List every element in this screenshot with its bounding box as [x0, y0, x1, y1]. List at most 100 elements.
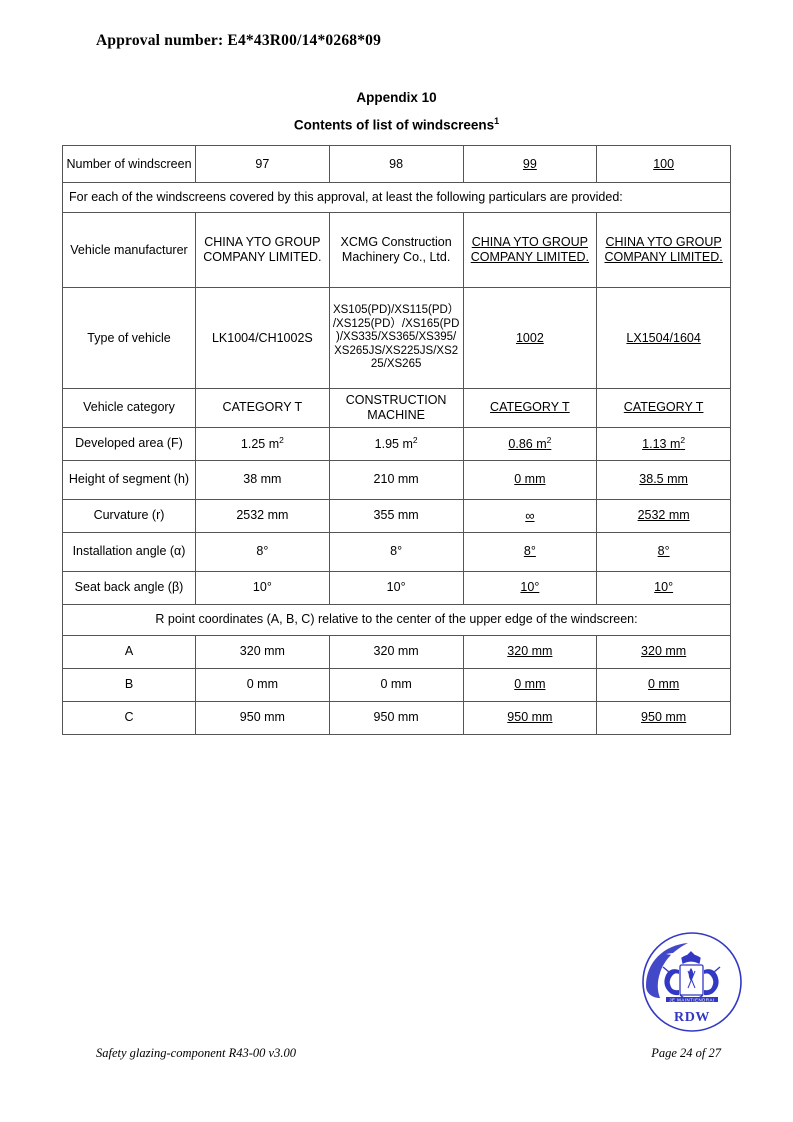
value: 2532 mm [637, 508, 690, 523]
table-row-note: For each of the windscreens covered by t… [62, 182, 731, 213]
cell-coordinate-a-98: 320 mm [328, 634, 464, 669]
windscreen-table: Number of windscreen 97 98 99 100 For ea… [62, 145, 731, 735]
page-title: Appendix 10 [356, 90, 437, 105]
cell-category-99: CATEGORY T [462, 388, 598, 428]
row-label-coordinate-c: C [62, 700, 196, 735]
cell-height-segment-98: 210 mm [328, 459, 464, 500]
cell-developed-area-99: 0.86 m2 [462, 426, 598, 461]
value: 8° [256, 544, 269, 559]
cell-manufacturer-97: CHINA YTO GROUP COMPANY LIMITED. [195, 212, 330, 288]
cell-installation-angle-100: 8° [596, 531, 731, 572]
value: CHINA YTO GROUP COMPANY LIMITED. [203, 235, 322, 264]
value: 1.95 m2 [374, 435, 418, 452]
row-label-height-segment: Height of segment (h) [62, 459, 196, 500]
cell-number-97: 97 [195, 145, 330, 183]
cell-type-98: XS105(PD)/XS115(PD）/XS125(PD）/XS165(PD)/… [328, 287, 464, 389]
cell-coordinate-b-98: 0 mm [328, 667, 464, 702]
value: 2532 mm [236, 508, 289, 523]
approval-number: Approval number: E4*43R00/14*0268*09 [96, 32, 382, 49]
value: 100 [653, 156, 675, 171]
cell-type-99: 1002 [462, 287, 598, 389]
cell-number-100: 100 [596, 145, 731, 183]
value: 1.13 m2 [642, 435, 686, 452]
cell-curvature-97: 2532 mm [195, 498, 330, 533]
value: CONSTRUCTION MACHINE [345, 393, 447, 422]
cell-coordinate-a-100: 320 mm [596, 634, 731, 669]
table-row-type: Type of vehicle LK1004/CH1002S XS105(PD)… [62, 287, 731, 389]
table-row-developed-area: Developed area (F) 1.25 m2 1.95 m2 0.86 … [62, 426, 731, 461]
value: CHINA YTO GROUP COMPANY LIMITED. [470, 235, 590, 264]
cell-curvature-98: 355 mm [328, 498, 464, 533]
cell-coordinate-a-97: 320 mm [195, 634, 330, 669]
table-row-installation-angle: Installation angle (α) 8° 8° 8° 8° [62, 531, 731, 572]
value: 1002 [515, 330, 544, 345]
value: 210 mm [373, 472, 419, 487]
value: XS105(PD)/XS115(PD）/XS125(PD）/XS165(PD)/… [332, 304, 460, 371]
value: 38.5 mm [639, 472, 688, 487]
table-row-coordinate-c: C 950 mm 950 mm 950 mm 950 mm [62, 700, 731, 735]
value: 8° [657, 544, 670, 559]
row-label-coordinate-a: A [62, 634, 196, 669]
cell-curvature-100: 2532 mm [596, 498, 731, 533]
value: 10° [520, 580, 540, 595]
value: 98 [389, 156, 404, 171]
value: 950 mm [373, 710, 419, 725]
footer-document-reference: Safety glazing-component R43-00 v3.00 [96, 1046, 296, 1060]
row-label-type: Type of vehicle [62, 287, 196, 389]
cell-seat-back-angle-99: 10° [462, 570, 598, 605]
value: 0 mm [380, 677, 412, 692]
cell-coordinate-c-100: 950 mm [596, 700, 731, 735]
cell-coordinate-b-99: 0 mm [462, 667, 598, 702]
rpoint-note-text: R point coordinates (A, B, C) relative t… [62, 603, 731, 636]
value: CATEGORY T [623, 400, 704, 415]
row-label-developed-area: Developed area (F) [62, 426, 196, 461]
value: ∞ [525, 507, 535, 523]
cell-curvature-99: ∞ [462, 498, 598, 533]
cell-installation-angle-99: 8° [462, 531, 598, 572]
value: 950 mm [507, 710, 553, 725]
value: 320 mm [507, 644, 553, 659]
value: 10° [386, 580, 406, 595]
cell-category-97: CATEGORY T [195, 388, 330, 428]
table-row-category: Vehicle category CATEGORY T CONSTRUCTION… [62, 388, 731, 428]
rdw-seal-icon: JE MAINTIENDRAI RDW [642, 932, 742, 1032]
row-label-number: Number of windscreen [62, 145, 196, 183]
value: 0 mm [514, 677, 546, 692]
cell-coordinate-c-98: 950 mm [328, 700, 464, 735]
cell-manufacturer-99: CHINA YTO GROUP COMPANY LIMITED. [462, 212, 598, 288]
value: 320 mm [373, 644, 419, 659]
value: 0 mm [246, 677, 278, 692]
table-row-curvature: Curvature (r) 2532 mm 355 mm ∞ 2532 mm [62, 498, 731, 533]
value: 8° [390, 544, 403, 559]
value: 950 mm [641, 710, 687, 725]
table-row-manufacturer: Vehicle manufacturer CHINA YTO GROUP COM… [62, 212, 731, 288]
cell-coordinate-c-99: 950 mm [462, 700, 598, 735]
cell-seat-back-angle-97: 10° [195, 570, 330, 605]
table-row-coordinate-a: A 320 mm 320 mm 320 mm 320 mm [62, 634, 731, 669]
page-subtitle: Contents of list of windscreens1 [0, 116, 793, 133]
value: 950 mm [239, 710, 285, 725]
cell-height-segment-100: 38.5 mm [596, 459, 731, 500]
value: 320 mm [239, 644, 285, 659]
value: 38 mm [243, 472, 282, 487]
value: LK1004/CH1002S [211, 330, 313, 345]
cell-coordinate-b-97: 0 mm [195, 667, 330, 702]
cell-installation-angle-98: 8° [328, 531, 464, 572]
value: 8° [523, 544, 536, 559]
row-label-category: Vehicle category [62, 388, 196, 428]
cell-number-98: 98 [328, 145, 464, 183]
table-row-coordinate-b: B 0 mm 0 mm 0 mm 0 mm [62, 667, 731, 702]
row-label-installation-angle: Installation angle (α) [62, 531, 196, 572]
value: 10° [252, 580, 272, 595]
cell-coordinate-a-99: 320 mm [462, 634, 598, 669]
value: 0.86 m2 [508, 435, 552, 452]
value: 0 mm [514, 472, 546, 487]
stamp-motto: JE MAINTIENDRAI [669, 997, 714, 1002]
rdw-stamp-seal: JE MAINTIENDRAI RDW [636, 928, 744, 1036]
cell-coordinate-c-97: 950 mm [195, 700, 330, 735]
cell-seat-back-angle-98: 10° [328, 570, 464, 605]
note-text: For each of the windscreens covered by t… [62, 182, 731, 213]
cell-coordinate-b-100: 0 mm [596, 667, 731, 702]
table-row-rpoint-note: R point coordinates (A, B, C) relative t… [62, 603, 731, 636]
